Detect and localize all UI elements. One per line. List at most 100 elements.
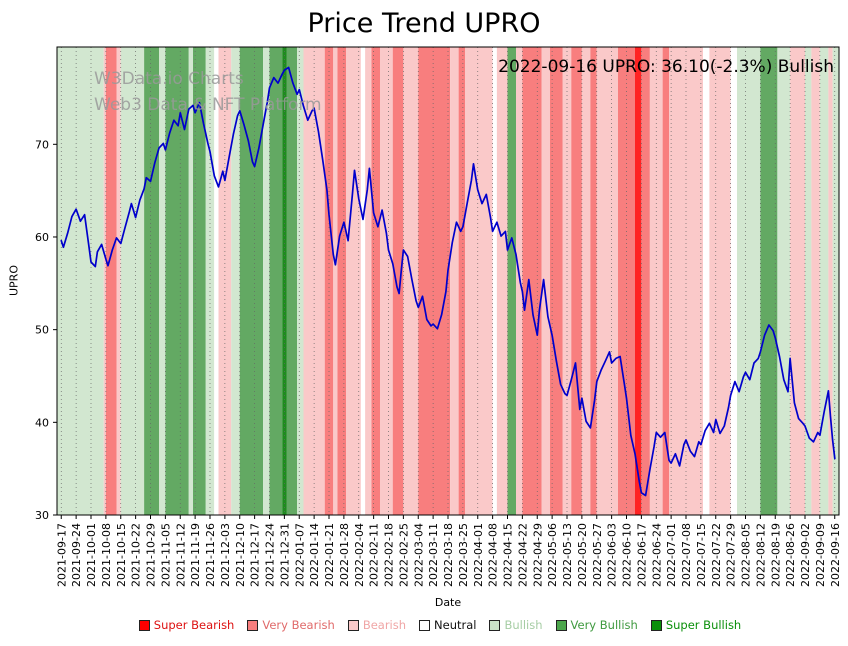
sentiment-band-very_bullish	[239, 47, 264, 515]
plot-border	[56, 46, 840, 516]
sentiment-band-very_bearish	[641, 47, 650, 515]
y-tick-label: 50	[35, 324, 49, 337]
sentiment-band-very_bullish	[165, 47, 189, 515]
sentiment-band-bearish	[496, 47, 508, 515]
x-tick-label: 2022-08-05	[740, 523, 753, 587]
x-tick-label: 2022-06-17	[635, 523, 648, 587]
x-tick-label: 2022-08-19	[769, 523, 782, 587]
x-tick-label: 2021-11-26	[204, 523, 217, 587]
price-line	[60, 66, 836, 497]
sentiment-band-bearish	[346, 47, 361, 515]
sentiment-band-very_bearish	[371, 47, 380, 515]
legend: Super Bearish Very Bearish Bearish Neutral B…	[40, 618, 840, 632]
sentiment-band-very_bearish	[662, 47, 669, 515]
x-tick-label: 2021-10-29	[145, 523, 158, 587]
watermark: W3Data.io Charts Web3 Data & NFT Platfor…	[94, 66, 322, 118]
sentiment-band-bearish	[116, 47, 121, 515]
sentiment-band-very_bearish	[618, 47, 635, 515]
sentiment-band-bearish	[541, 47, 550, 515]
x-tick-label: 2022-06-10	[621, 523, 634, 587]
x-tick-label: 2022-07-15	[695, 523, 708, 587]
legend-swatch-bullish	[489, 619, 501, 631]
x-tick-label: 2022-04-15	[502, 523, 515, 587]
sentiment-band-bearish	[562, 47, 572, 515]
sentiment-band-bearish	[103, 47, 106, 515]
x-tick-label: 2021-12-10	[234, 523, 247, 587]
sentiment-band-bullish	[263, 47, 270, 515]
sentiment-band-bullish	[205, 47, 215, 515]
sentiment-band-neutral	[703, 47, 710, 515]
x-tick-label: 2022-09-09	[814, 523, 827, 587]
x-tick-label: 2021-10-15	[115, 523, 128, 587]
legend-item-very_bearish: Very Bearish	[247, 618, 335, 632]
sentiment-band-very_bearish	[571, 47, 582, 515]
x-tick-label: 2022-04-01	[472, 523, 485, 587]
sentiment-band-neutral	[360, 47, 366, 515]
sentiment-band-very_bullish	[269, 47, 283, 515]
sentiment-band-neutral	[214, 47, 219, 515]
sentiment-band-bullish	[231, 47, 240, 515]
sentiment-band-bearish	[811, 47, 820, 515]
x-tick-label: 2022-05-27	[591, 523, 604, 587]
sentiment-band-very_bullish	[286, 47, 298, 515]
legend-swatch-very_bullish	[555, 619, 567, 631]
sentiment-band-bearish	[828, 47, 833, 515]
x-tick-label: 2022-02-11	[368, 523, 381, 587]
legend-swatch-neutral	[419, 619, 431, 631]
x-tick-label: 2021-11-05	[159, 523, 172, 587]
x-tick-label: 2022-02-25	[397, 523, 410, 587]
x-tick-label: 2021-12-03	[219, 523, 232, 587]
x-tick-label: 2021-10-22	[130, 523, 143, 587]
sentiment-band-bearish	[403, 47, 419, 515]
x-tick-label: 2021-11-12	[174, 523, 187, 587]
x-tick-label: 2022-04-22	[516, 523, 529, 587]
x-tick-label: 2021-10-01	[85, 523, 98, 587]
x-tick-label: 2022-04-08	[487, 523, 500, 587]
sentiment-band-neutral	[492, 47, 497, 515]
y-tick-label: 40	[35, 416, 49, 429]
sentiment-band-very_bearish	[105, 47, 117, 515]
x-tick-label: 2022-03-11	[427, 523, 440, 587]
sentiment-band-bullish	[188, 47, 193, 515]
x-tick-label: 2022-01-14	[308, 523, 321, 587]
x-tick-label: 2022-02-04	[353, 523, 366, 587]
x-tick-label: 2022-07-01	[665, 523, 678, 587]
x-tick-label: 2021-09-24	[70, 523, 83, 587]
legend-item-bearish: Bearish	[347, 618, 406, 632]
sentiment-band-very_bullish	[760, 47, 778, 515]
price-annotation: 2022-09-16 UPRO: 36.10(-2.3%) Bullish	[498, 57, 834, 77]
x-tick-label: 2022-01-21	[323, 523, 336, 587]
x-tick-label: 2022-01-07	[293, 523, 306, 587]
chart-title: Price Trend UPRO	[307, 8, 541, 39]
sentiment-band-very_bearish	[550, 47, 563, 515]
legend-label: Very Bullish	[570, 618, 638, 632]
x-tick-label: 2021-12-24	[264, 523, 277, 587]
x-tick-label: 2022-08-26	[784, 523, 797, 587]
legend-item-super_bearish: Super Bearish	[138, 618, 235, 632]
sentiment-band-bearish	[669, 47, 703, 515]
legend-label: Super Bearish	[153, 618, 235, 632]
legend-item-neutral: Neutral	[419, 618, 476, 632]
legend-label: Very Bearish	[262, 618, 335, 632]
legend-swatch-very_bearish	[247, 619, 259, 631]
legend-label: Neutral	[434, 618, 477, 632]
sentiment-band-bullish	[120, 47, 145, 515]
sentiment-band-bearish	[303, 47, 325, 515]
x-tick-label: 2022-01-28	[338, 523, 351, 587]
x-tick-label: 2021-11-19	[189, 523, 202, 587]
x-tick-label: 2022-06-24	[650, 523, 663, 587]
sentiment-band-bearish	[333, 47, 338, 515]
x-tick-label: 2021-10-08	[100, 523, 113, 587]
sentiment-band-bearish	[516, 47, 523, 515]
watermark-line2: Web3 Data & NFT Platform	[94, 95, 322, 115]
sentiment-band-bullish	[297, 47, 304, 515]
x-tick-label: 2022-03-04	[412, 523, 425, 587]
x-tick-label: 2022-09-02	[799, 523, 812, 587]
sentiment-band-very_bearish	[590, 47, 597, 515]
sentiment-band-very_bearish	[324, 47, 334, 515]
sentiment-band-neutral	[730, 47, 737, 515]
sentiment-band-bullish	[832, 47, 839, 515]
sentiment-band-bearish	[790, 47, 805, 515]
